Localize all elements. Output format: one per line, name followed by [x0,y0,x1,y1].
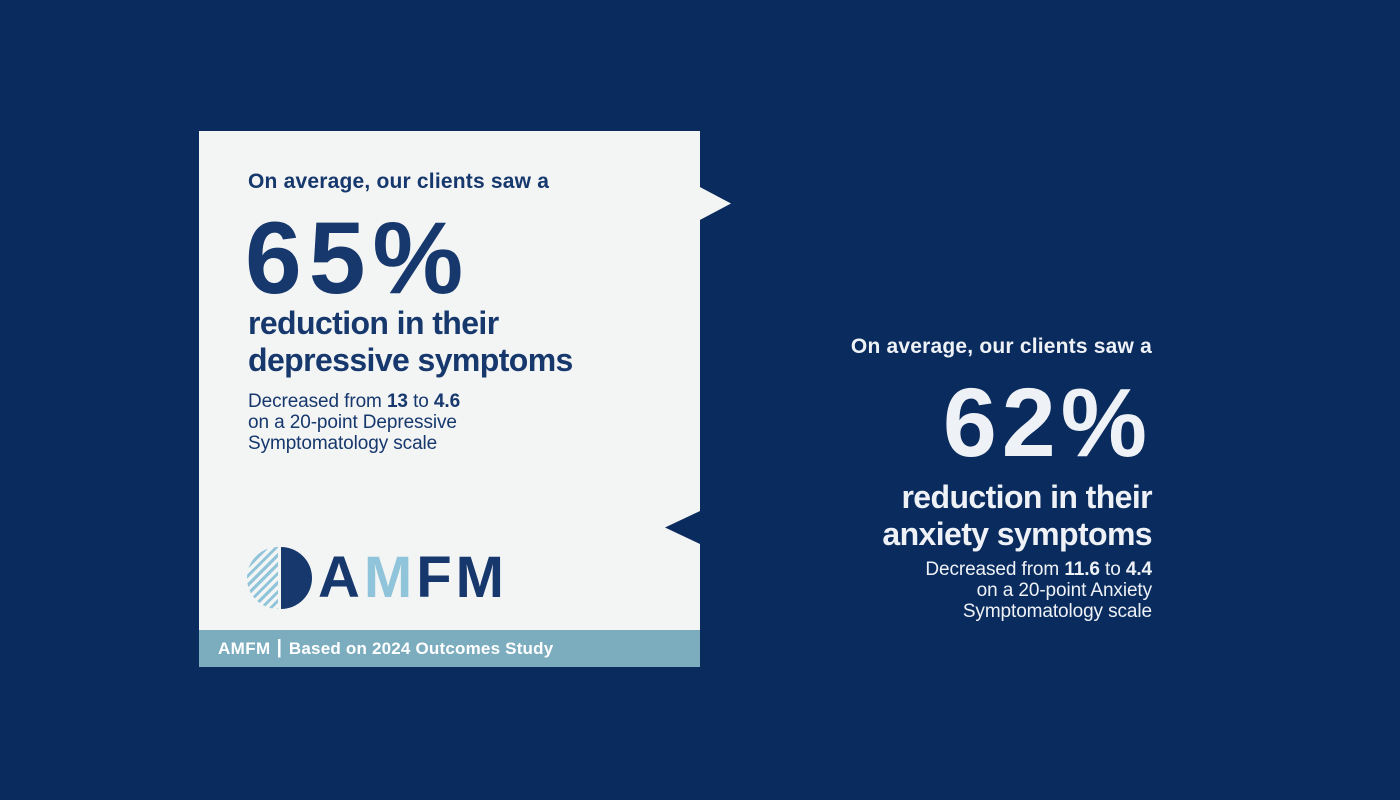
wordmark-letter-m1: M [363,545,417,610]
card-body: On average, our clients saw a 65% reduct… [199,131,700,630]
card-intro-text: On average, our clients saw a [248,170,550,193]
panel-detail-value-from: 11.6 [1064,559,1100,580]
anxiety-headline-line-2: anxiety symptoms [882,516,1152,552]
depression-headline-line-2: depressive symptoms [248,342,573,378]
anxiety-headline: reduction in their anxiety symptoms [851,479,1152,553]
amfm-logo-mark-icon [247,547,312,609]
panel-detail-line-2: on a 20-point Anxiety [976,580,1152,601]
wordmark-letter-m2: M [455,545,508,610]
wordmark-letter-f: F [416,545,456,610]
depression-stat-value: 65% [245,201,471,315]
panel-detail-value-to: 4.4 [1125,559,1152,580]
depression-detail-text: Decreased from 13 to 4.6 on a 20-point D… [248,391,460,454]
footer-brand: AMFM [218,638,271,658]
depression-stat-card: On average, our clients saw a 65% reduct… [199,131,731,667]
detail-joiner: to [413,391,429,412]
detail-line-2: on a 20-point Depressive [248,412,457,433]
amfm-wordmark: AMFM [318,547,508,609]
anxiety-headline-line-1: reduction in their [901,479,1152,515]
wordmark-letter-a: A [318,545,364,610]
depression-headline-line-1: reduction in their [248,305,499,341]
logo-striped-half-circle-icon [247,547,278,609]
panel-detail-joiner: to [1105,559,1121,580]
detail-value-from: 13 [386,391,408,412]
anxiety-stat-panel: On average, our clients saw a 62% reduct… [850,334,1153,622]
logo-solid-half-circle-icon [281,547,312,609]
anxiety-detail-text: Decreased from 11.6 to 4.4 on a 20-point… [851,559,1152,622]
panel-detail-lead: Decreased from [925,559,1060,580]
footer-divider: | [276,636,282,658]
detail-value-to: 4.6 [433,391,461,412]
depression-headline: reduction in their depressive symptoms [248,305,573,379]
panel-detail-line-3: Symptomatology scale [962,601,1152,622]
footer-caption: Based on 2024 Outcomes Study [288,638,554,658]
panel-intro-text: On average, our clients saw a [850,335,1152,358]
detail-line-3: Symptomatology scale [248,433,438,454]
amfm-logo: AMFM [247,547,508,609]
detail-lead: Decreased from [248,391,382,412]
card-speech-tail-right-icon [698,186,731,221]
card-footer-bar: AMFM | Based on 2024 Outcomes Study [199,630,700,667]
anxiety-stat-value: 62% [942,368,1152,477]
